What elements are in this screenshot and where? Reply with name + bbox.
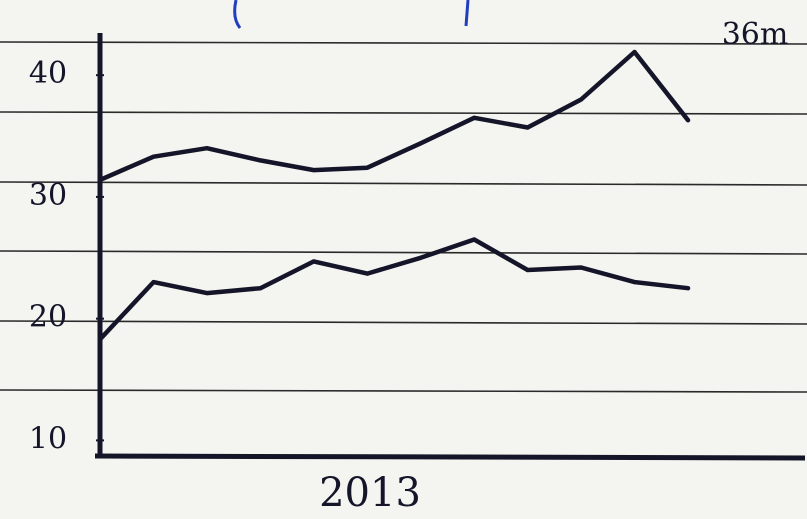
pen-mark bbox=[464, 0, 470, 27]
y-tick-label: 30 bbox=[29, 178, 67, 213]
paper-line bbox=[0, 389, 807, 393]
data-line bbox=[97, 237, 691, 342]
y-tick-label: 40 bbox=[29, 56, 67, 91]
y-tick-label: 10 bbox=[29, 421, 67, 456]
paper-line bbox=[0, 41, 807, 45]
paper-line bbox=[0, 111, 807, 115]
x-axis-label: 2013 bbox=[319, 470, 421, 516]
paper-line bbox=[0, 250, 807, 255]
pen-mark bbox=[233, 0, 242, 29]
annotation: 36m bbox=[722, 17, 789, 52]
x-axis bbox=[94, 453, 806, 461]
paper-line bbox=[0, 320, 807, 325]
data-line bbox=[97, 49, 691, 183]
paper-lines bbox=[0, 41, 807, 393]
paper-line bbox=[0, 181, 807, 186]
y-tick-label: 20 bbox=[29, 300, 67, 335]
